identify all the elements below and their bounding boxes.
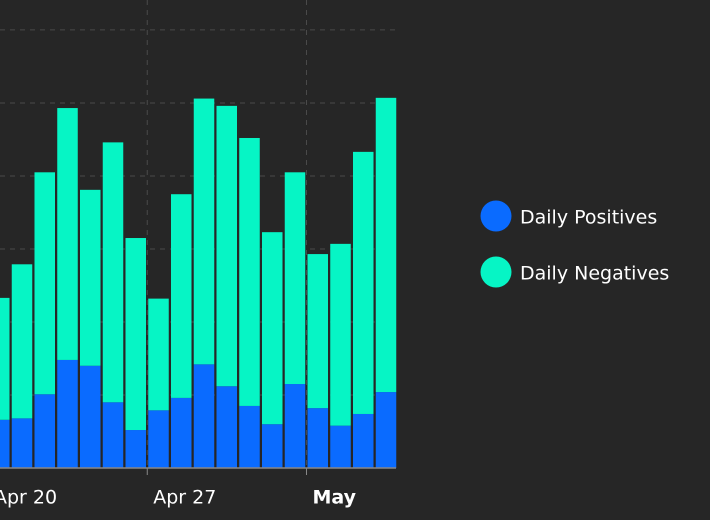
bar-segment <box>102 142 124 403</box>
legend-label: Daily Negatives <box>520 263 669 285</box>
bar-segment <box>11 264 33 419</box>
bar-segment <box>193 364 215 468</box>
bar-segment <box>171 194 192 398</box>
bar-segment <box>34 394 55 468</box>
x-tick-label: Apr 27 <box>153 487 216 509</box>
bar-segment <box>284 172 306 385</box>
x-tick-label: Apr 20 <box>0 487 57 509</box>
bar-segment <box>262 424 283 468</box>
bar-segment <box>125 430 146 468</box>
bar-segment <box>330 425 351 468</box>
x-tick-label: May <box>313 487 357 509</box>
bar-segment <box>125 238 146 431</box>
bar-segment <box>102 402 124 468</box>
bar-segment <box>239 137 260 406</box>
bar-segment <box>375 97 397 393</box>
bar-segment <box>80 189 101 366</box>
bar-segment <box>0 419 10 468</box>
bar-segment <box>57 108 78 360</box>
bar-segment <box>34 172 55 395</box>
legend-label: Daily Positives <box>520 207 657 229</box>
bar-segment <box>239 405 260 468</box>
bar-segment <box>148 410 169 468</box>
bar-segment <box>80 365 101 468</box>
bar-segment <box>307 254 328 409</box>
bar-segment <box>353 413 374 468</box>
bar-segment <box>216 386 237 468</box>
bar-segment <box>307 408 328 468</box>
bar-segment <box>11 418 33 468</box>
bar-segment <box>262 232 283 425</box>
legend-swatch <box>480 256 512 288</box>
bar-segment <box>193 98 215 365</box>
bar-segment <box>284 384 306 468</box>
bar-segment <box>216 105 237 387</box>
bar-segment <box>57 359 78 468</box>
legend-swatch <box>480 200 512 232</box>
bar-segment <box>171 397 192 468</box>
bar-segment <box>330 243 351 426</box>
bar-segment <box>0 297 10 420</box>
bar-segment <box>148 298 169 411</box>
bar-segment <box>353 151 374 414</box>
bar-segment <box>375 392 397 468</box>
